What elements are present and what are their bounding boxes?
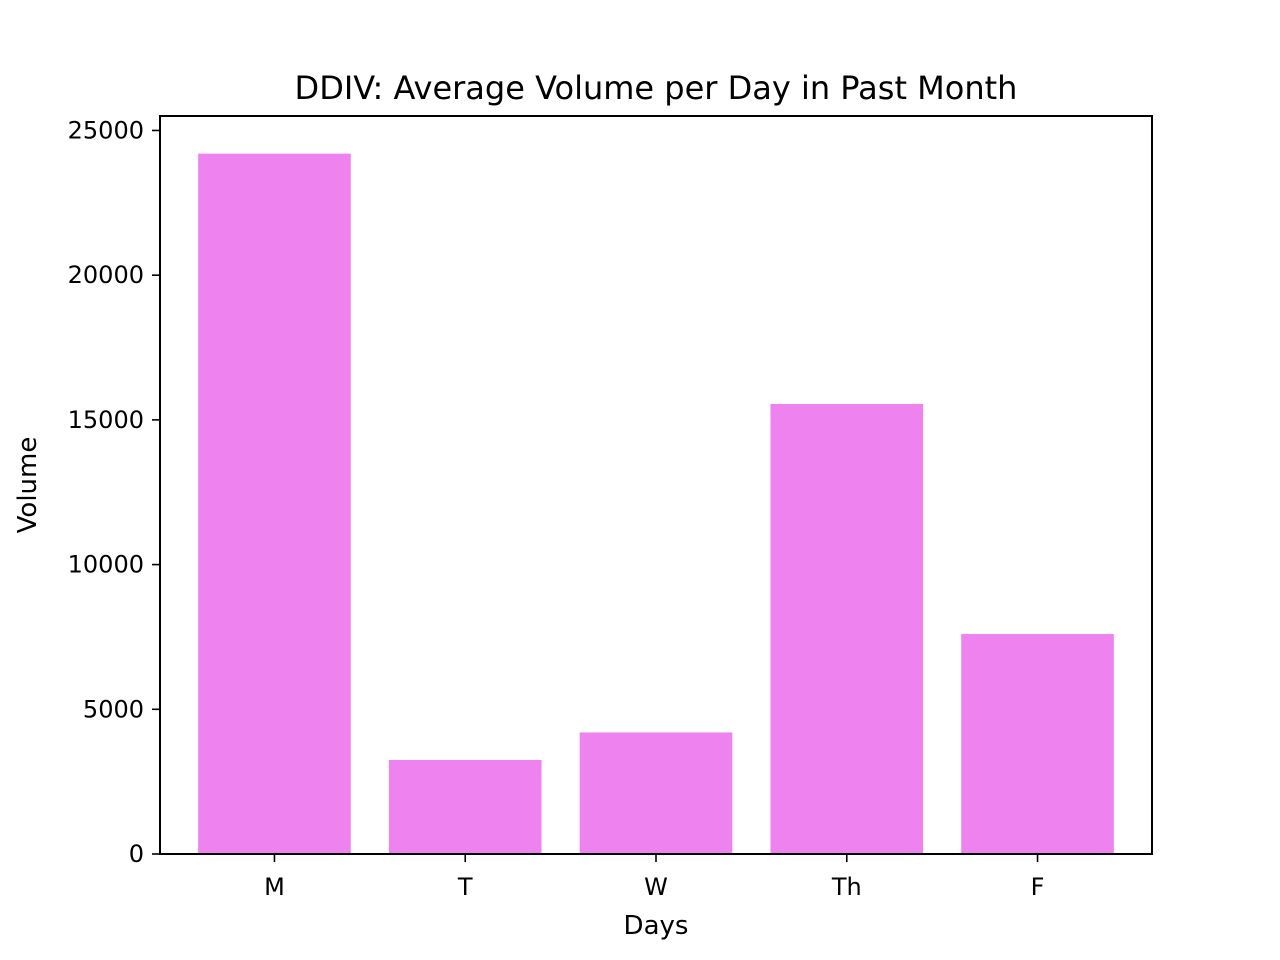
bar-t (388, 759, 542, 854)
x-tick-label: M (264, 873, 285, 901)
y-axis: 0 5000 10000 15000 20000 25000 (68, 116, 160, 868)
bar-th (770, 403, 924, 854)
bar-w (579, 732, 733, 854)
x-tick-label: T (457, 873, 473, 901)
y-axis-label: Volume (13, 437, 43, 534)
chart-title: DDIV: Average Volume per Day in Past Mon… (295, 69, 1018, 107)
y-tick-label: 5000 (83, 695, 144, 723)
bar-m (198, 153, 351, 854)
x-axis-label: Days (624, 911, 689, 941)
y-tick-label: 25000 (68, 116, 144, 144)
y-tick-label: 20000 (68, 261, 144, 289)
x-tick-label: F (1031, 873, 1045, 901)
x-tick-label: Th (831, 873, 862, 901)
y-tick-label: 10000 (68, 551, 144, 579)
plot-area-frame (159, 115, 1153, 855)
bar-group (198, 153, 1114, 854)
y-tick-label: 15000 (68, 406, 144, 434)
bar-f (961, 634, 1114, 854)
y-tick-label: 0 (129, 840, 144, 868)
x-tick-label: W (644, 873, 668, 901)
x-axis: M T W Th F (264, 854, 1044, 901)
